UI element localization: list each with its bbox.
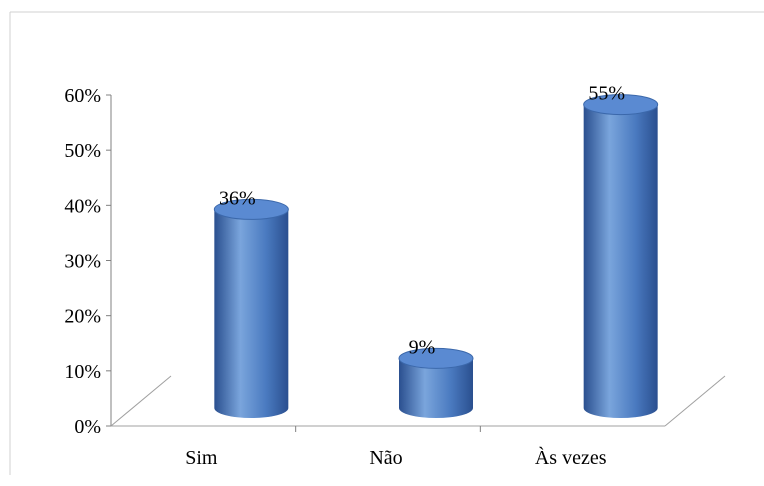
bar-cylinder [583,94,659,418]
floor-left-edge [110,375,172,427]
axis-layer: 0% 10% 20% 30% 40% 50% 60% [64,85,726,438]
y-tick-label: 0% [74,416,101,438]
x-category-label: Sim [185,447,218,469]
y-tick-label: 40% [64,195,101,217]
bars-layer [213,94,659,418]
bar-body [214,209,289,418]
bar-cylinder [398,347,474,418]
bar-top-cap [583,94,659,116]
x-category-label: Não [369,447,402,469]
bar-top-cap [213,198,289,220]
x-category-label: Às vezes [535,446,607,469]
labels-layer: Sim 36% Não 9% Às vezes 55% [185,83,625,469]
y-tick-label: 50% [64,140,101,162]
bar-top-cap [398,347,474,369]
bar-data-label: 36% [219,187,256,209]
bar-data-label: 9% [409,336,436,358]
bar-data-label: 55% [588,83,625,105]
bar-cylinder [213,198,289,418]
bar-body [583,104,658,418]
y-tick-label: 60% [64,85,101,107]
floor-right-edge [664,375,726,427]
y-tick-label: 20% [64,306,101,328]
y-tick-label: 10% [64,361,101,383]
bar-body [399,358,473,418]
y-tick-label: 30% [64,251,101,273]
